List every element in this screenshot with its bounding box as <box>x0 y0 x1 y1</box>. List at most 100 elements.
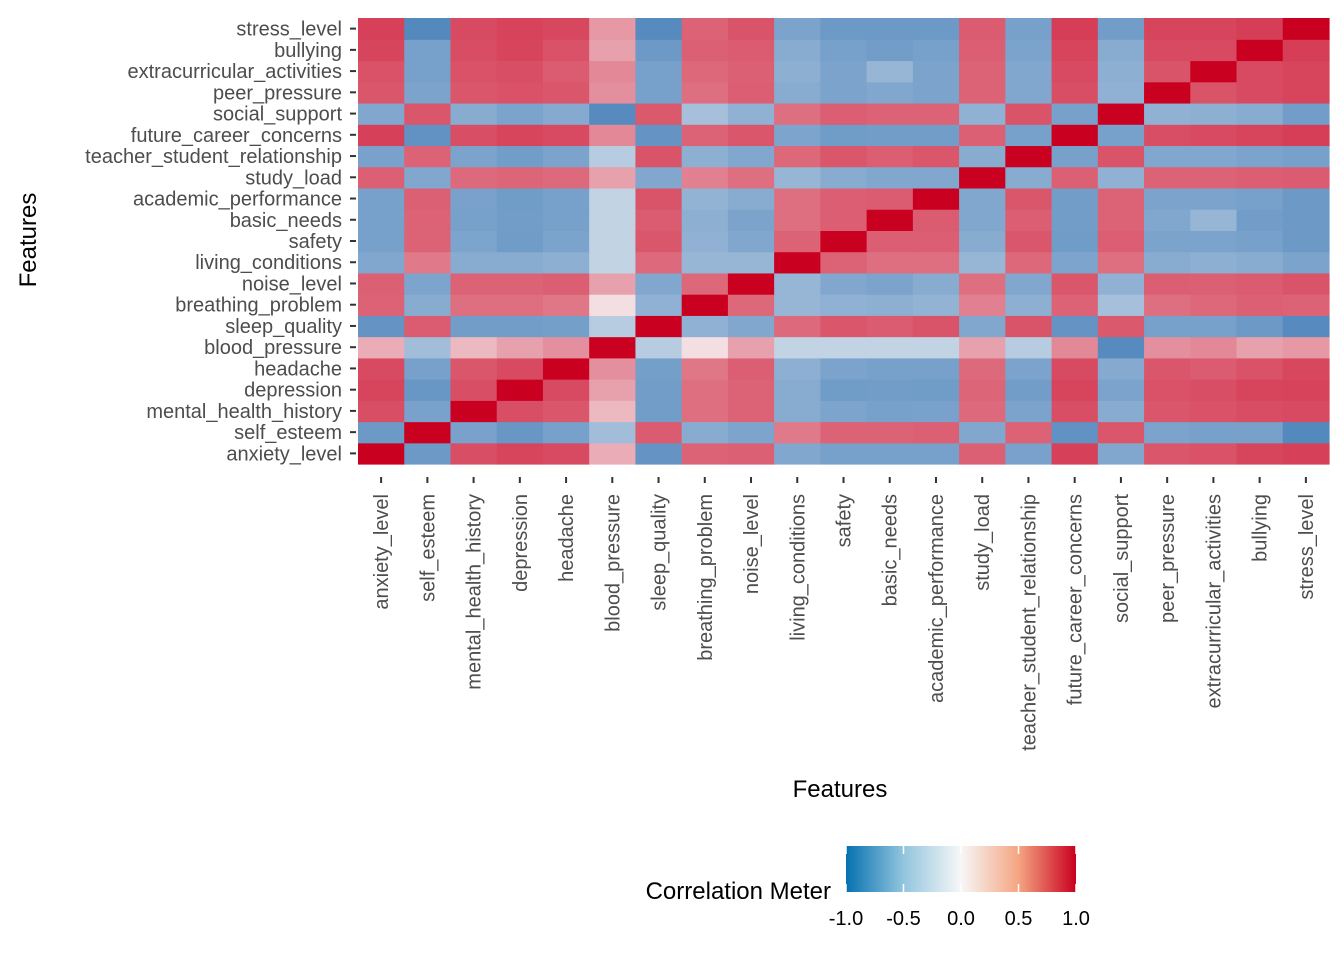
heatmap-cell <box>404 272 452 295</box>
x-tick-label: stress_level <box>1296 494 1318 600</box>
heatmap-cell <box>774 400 821 423</box>
heatmap-cell <box>959 60 1006 83</box>
heatmap-cell <box>635 400 683 423</box>
heatmap-cell <box>1005 379 1053 401</box>
heatmap-cell <box>1190 60 1238 83</box>
heatmap-cell <box>959 81 1006 104</box>
heatmap-cell <box>589 166 637 189</box>
heatmap-cell <box>1005 294 1053 316</box>
heatmap-cell <box>912 272 960 295</box>
heatmap-cell <box>1051 421 1099 444</box>
legend-tick-label: 0.0 <box>947 908 975 930</box>
heatmap-cell <box>450 124 498 147</box>
heatmap-cell <box>589 421 637 444</box>
heatmap-cell <box>727 18 775 40</box>
heatmap-cell <box>589 39 637 62</box>
heatmap-cell <box>1282 166 1330 189</box>
heatmap-cell <box>496 102 544 125</box>
heatmap-cell <box>1282 357 1330 380</box>
heatmap-cell <box>635 81 683 104</box>
heatmap-cell <box>727 251 775 274</box>
y-tick-label: anxiety_level <box>226 443 342 465</box>
y-tick-label: headache <box>254 358 342 380</box>
x-tick-label: self_esteem <box>417 494 439 602</box>
heatmap-cell <box>1282 379 1330 401</box>
heatmap-cell <box>1051 124 1099 147</box>
heatmap-cell <box>542 166 590 189</box>
heatmap-cell <box>1190 442 1238 465</box>
x-tick-label: depression <box>510 494 532 592</box>
heatmap-cell <box>404 230 452 253</box>
heatmap-cell <box>681 379 729 401</box>
x-tick-label: headache <box>556 494 578 582</box>
heatmap-cell <box>1097 60 1145 83</box>
heatmap-cell <box>542 81 590 104</box>
heatmap-cell <box>358 124 405 147</box>
heatmap-cell <box>404 187 452 210</box>
heatmap-cell <box>774 294 821 316</box>
x-tick-label: anxiety_level <box>371 494 393 610</box>
heatmap-cell <box>1097 81 1145 104</box>
heatmap-cell <box>820 357 868 380</box>
heatmap-cell <box>589 60 637 83</box>
heatmap-cell <box>1236 421 1284 444</box>
heatmap-cell <box>774 442 821 465</box>
heatmap-cell <box>358 379 405 401</box>
heatmap-cell <box>589 145 637 168</box>
heatmap-cell <box>1144 18 1191 40</box>
heatmap-cell <box>450 166 498 189</box>
heatmap-cell <box>404 336 452 359</box>
heatmap-cell <box>1051 251 1099 274</box>
heatmap-cell <box>1144 39 1191 62</box>
heatmap-cell <box>727 379 775 401</box>
heatmap-cell <box>1144 400 1191 423</box>
heatmap-cell <box>1097 315 1145 338</box>
heatmap-cell <box>866 421 914 444</box>
heatmap-cell <box>496 357 544 380</box>
heatmap-cell <box>774 315 821 338</box>
heatmap-cell <box>1005 145 1053 168</box>
heatmap-cell <box>1282 272 1330 295</box>
heatmap-cell <box>1005 272 1053 295</box>
heatmap-cell <box>404 251 452 274</box>
heatmap-cell <box>1190 81 1238 104</box>
heatmap-cell <box>1282 102 1330 125</box>
heatmap-cell <box>450 357 498 380</box>
heatmap-cell <box>912 166 960 189</box>
heatmap-cell <box>820 315 868 338</box>
heatmap-cell <box>1144 421 1191 444</box>
heatmap-cell <box>912 102 960 125</box>
heatmap-cell <box>1190 39 1238 62</box>
heatmap-cell <box>681 39 729 62</box>
heatmap-cell <box>1144 124 1191 147</box>
heatmap-cell <box>1051 294 1099 316</box>
heatmap-cell <box>866 124 914 147</box>
heatmap-cell <box>820 442 868 465</box>
heatmap-cell <box>404 102 452 125</box>
heatmap-cell <box>1144 81 1191 104</box>
heatmap-cell <box>1144 187 1191 210</box>
heatmap-cell <box>681 421 729 444</box>
heatmap-cell <box>1236 81 1284 104</box>
heatmap-cell <box>820 124 868 147</box>
heatmap-cell <box>681 102 729 125</box>
heatmap-cell <box>542 209 590 231</box>
heatmap-cell <box>635 336 683 359</box>
heatmap-cell <box>912 379 960 401</box>
heatmap-cell <box>1236 39 1284 62</box>
heatmap-cell <box>1051 272 1099 295</box>
heatmap-cell <box>727 166 775 189</box>
heatmap-cell <box>542 400 590 423</box>
y-tick-label: social_support <box>213 104 342 126</box>
heatmap-cell <box>774 357 821 380</box>
heatmap-cell <box>959 209 1006 231</box>
heatmap-cell <box>681 187 729 210</box>
heatmap-cell <box>496 18 544 40</box>
heatmap-cell <box>1005 39 1053 62</box>
heatmap-cell <box>1005 124 1053 147</box>
heatmap-cell <box>1144 145 1191 168</box>
x-tick-label: basic_needs <box>880 494 902 606</box>
heatmap-cell <box>542 251 590 274</box>
heatmap-cell <box>727 102 775 125</box>
